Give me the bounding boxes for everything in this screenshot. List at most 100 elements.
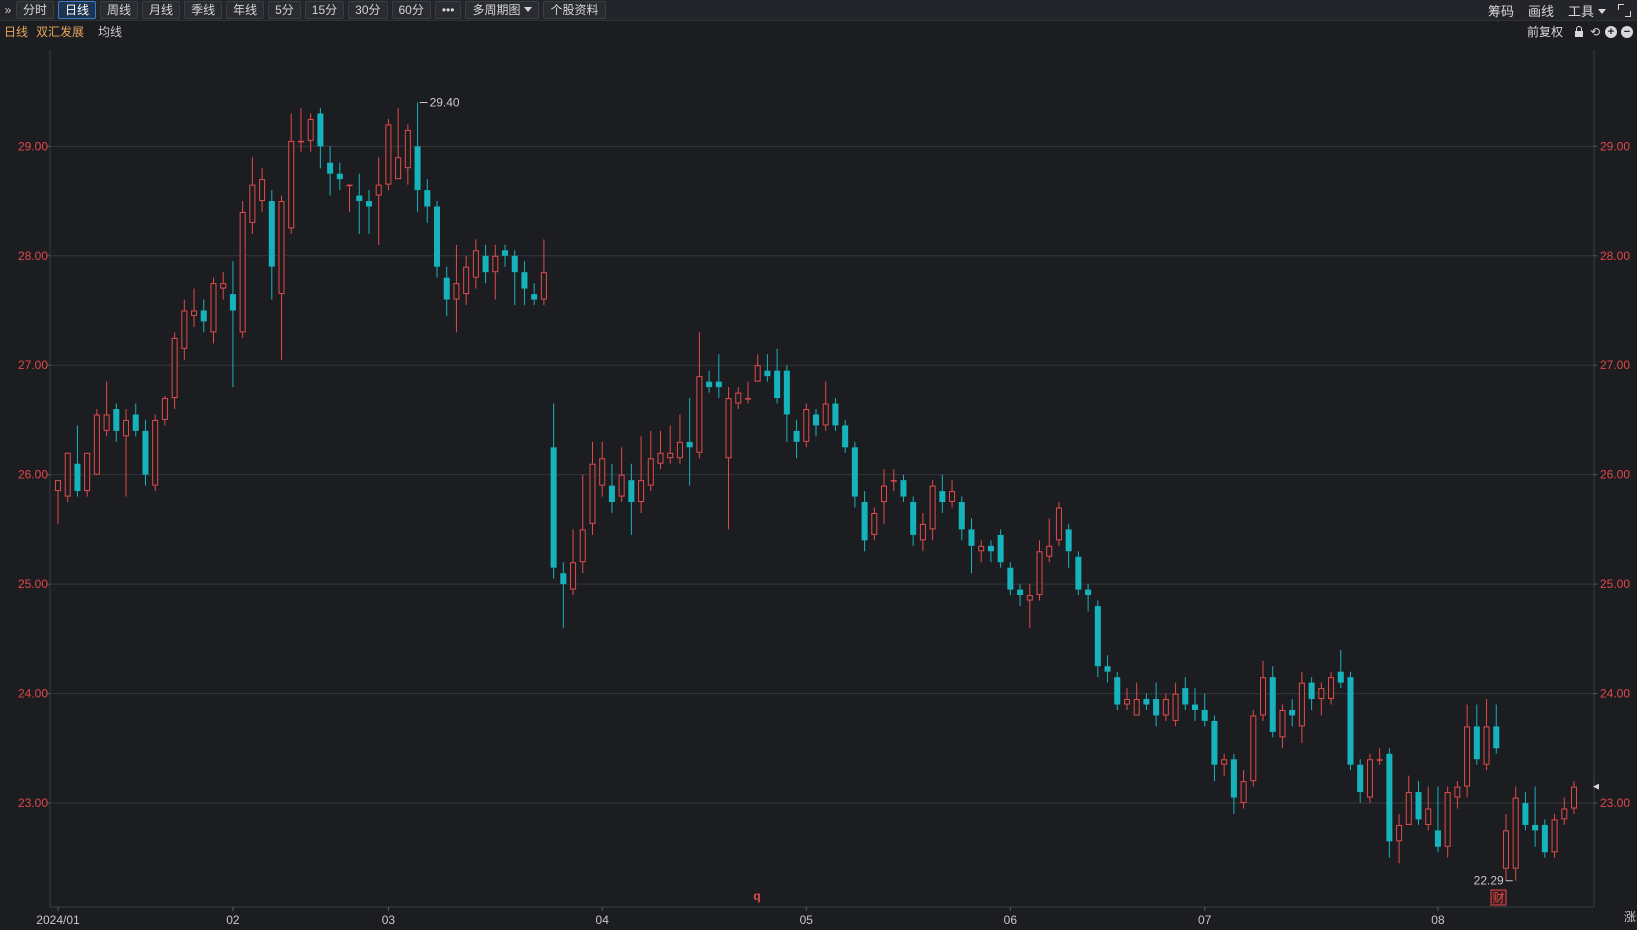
candle	[618, 447, 625, 503]
candle-body	[608, 485, 615, 503]
candle	[958, 496, 965, 541]
candle	[1425, 786, 1432, 831]
candle-body	[1551, 819, 1558, 853]
candle-body	[1133, 699, 1140, 716]
candle-body	[1075, 556, 1082, 590]
candle	[842, 419, 849, 453]
price-adjust-selector[interactable]: 前复权	[1526, 25, 1563, 39]
chips-button[interactable]: 筹码	[1487, 3, 1514, 19]
candle-body	[1153, 699, 1160, 716]
candle-body	[191, 310, 198, 316]
candle-body	[764, 370, 771, 377]
period-button[interactable]: 5分	[268, 1, 301, 19]
multi-period-dropdown[interactable]: 多周期图	[465, 1, 540, 19]
candle-body	[1386, 753, 1393, 842]
candle-body	[433, 206, 441, 267]
candle	[881, 469, 888, 524]
candle	[647, 430, 654, 492]
candle-body	[929, 485, 936, 530]
candle-body	[181, 310, 188, 349]
y-tick-label: 29.00	[18, 139, 48, 153]
candle	[638, 436, 645, 513]
candle	[1522, 792, 1529, 831]
candle-body	[492, 255, 499, 273]
candle	[676, 414, 683, 464]
y-tick-label: 27.00	[18, 358, 48, 372]
moving-average-toggle[interactable]: 均线	[98, 25, 123, 39]
candle-body	[502, 250, 509, 256]
candle	[1182, 677, 1189, 710]
candle-body	[1046, 545, 1053, 557]
candle	[978, 540, 985, 563]
undo-icon[interactable]: ⟲	[1589, 24, 1601, 39]
candle	[861, 491, 868, 552]
candle	[93, 408, 100, 475]
fullscreen-icon[interactable]	[1618, 3, 1631, 17]
candle-body	[754, 365, 761, 382]
candle-body	[686, 441, 693, 448]
candle-body	[1483, 726, 1490, 765]
period-button[interactable]: 日线	[58, 1, 97, 19]
candle-body	[958, 502, 965, 530]
candle	[1347, 671, 1354, 771]
period-button[interactable]: 60分	[391, 1, 431, 19]
candle	[365, 190, 372, 234]
candle-body	[900, 480, 907, 497]
stock-info-button[interactable]: 个股资料	[543, 1, 606, 19]
candle	[268, 190, 275, 300]
draw-line-button[interactable]: 画线	[1527, 3, 1554, 19]
candle-body	[443, 277, 450, 300]
zoom-out-icon[interactable]: −	[1621, 25, 1633, 38]
period-button[interactable]: •••	[434, 1, 462, 19]
candle-body	[113, 408, 120, 431]
candle-body	[540, 272, 547, 300]
candle	[1094, 600, 1101, 678]
candle-body	[599, 458, 606, 486]
candle-body	[123, 419, 130, 437]
candle	[307, 113, 314, 152]
candle-body	[842, 425, 849, 448]
candle-body	[103, 414, 110, 431]
collapse-panel-icon[interactable]: »	[4, 3, 12, 17]
candle	[152, 414, 159, 492]
candle-body	[1085, 589, 1092, 596]
period-button[interactable]: 30分	[348, 1, 388, 19]
candle	[259, 168, 266, 212]
candle	[1133, 682, 1140, 716]
candle	[64, 452, 71, 503]
y-tick-label: 23.00	[1600, 796, 1630, 810]
candle-body	[939, 491, 946, 503]
candle-body	[1230, 759, 1237, 798]
candle-body	[521, 272, 528, 289]
period-button[interactable]: 年线	[226, 1, 265, 19]
candle-body	[1464, 726, 1471, 787]
tools-menu[interactable]: 工具	[1568, 1, 1606, 20]
candle	[1017, 584, 1024, 607]
period-button[interactable]: 周线	[100, 1, 139, 19]
candle-body	[356, 195, 363, 202]
candle-body	[1123, 699, 1130, 705]
candle-body	[1308, 682, 1315, 700]
period-button[interactable]: 15分	[304, 1, 345, 19]
y-tick-label: 28.00	[1600, 249, 1630, 263]
candle-body	[744, 398, 751, 400]
candle	[1221, 753, 1228, 776]
chart-frame	[49, 50, 1595, 908]
period-button[interactable]: 月线	[142, 1, 181, 19]
candle-body	[84, 452, 91, 492]
candle-body	[560, 573, 567, 585]
candle	[181, 299, 188, 360]
zoom-in-icon[interactable]: +	[1605, 25, 1617, 38]
candle	[997, 529, 1004, 568]
candle-body	[1561, 808, 1568, 820]
candle-body	[375, 184, 382, 196]
lock-icon[interactable]	[1573, 25, 1585, 38]
period-button[interactable]: 季线	[184, 1, 223, 19]
candle	[375, 157, 382, 245]
candle-body	[132, 414, 139, 431]
candle-body	[1396, 824, 1403, 842]
period-button[interactable]: 分时	[16, 1, 55, 19]
current-price-marker	[1593, 783, 1599, 790]
candle-body	[346, 184, 353, 187]
